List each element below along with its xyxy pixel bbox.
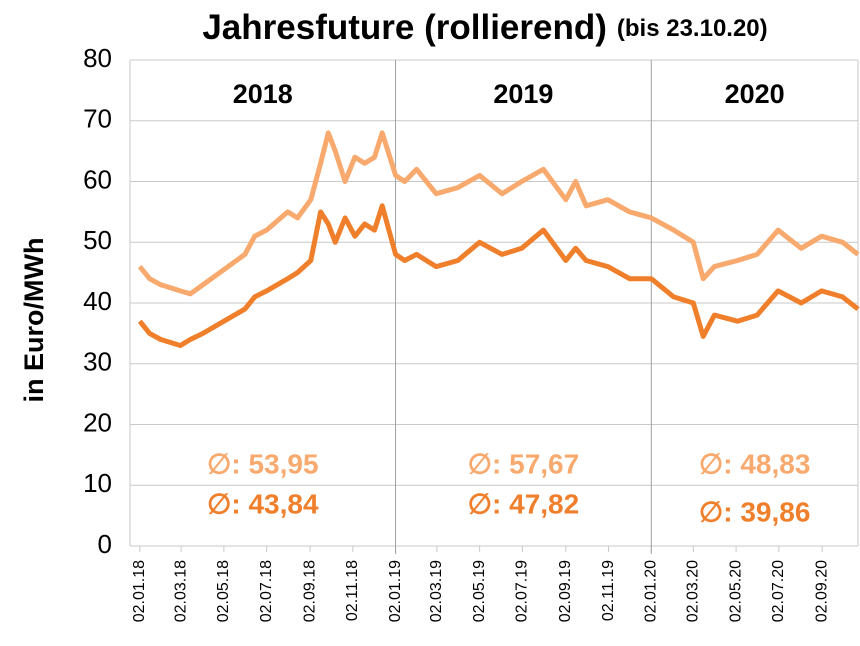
x-tick-label: 02.09.20 bbox=[813, 560, 830, 622]
period-average: ∅: 47,82 bbox=[468, 488, 580, 519]
period-average: ∅: 39,86 bbox=[699, 496, 811, 527]
y-tick-label: 10 bbox=[83, 468, 112, 498]
x-tick-label: 02.09.19 bbox=[557, 560, 574, 622]
chart-subtitle: (bis 23.10.20) bbox=[617, 15, 768, 42]
y-tick-label: 80 bbox=[83, 43, 112, 73]
series-line bbox=[137, 203, 860, 348]
y-tick-label: 50 bbox=[83, 225, 112, 255]
x-tick-label: 02.01.19 bbox=[387, 560, 404, 622]
period-label: 2019 bbox=[493, 79, 553, 109]
y-tick-label: 70 bbox=[83, 104, 112, 134]
y-tick-label: 60 bbox=[83, 164, 112, 194]
period-label: 2018 bbox=[233, 79, 293, 109]
x-tick-label: 02.05.18 bbox=[215, 560, 232, 622]
chart-title: Jahresfuture (rollierend) bbox=[202, 8, 607, 47]
x-tick-label: 02.03.20 bbox=[685, 560, 702, 622]
chart-title-group: Jahresfuture (rollierend) (bis 23.10.20) bbox=[202, 8, 767, 47]
y-axis-label: in Euro/MWh bbox=[19, 238, 49, 403]
period-average: ∅: 43,84 bbox=[207, 488, 319, 519]
period-label: 2020 bbox=[725, 79, 785, 109]
x-tick-label: 02.03.19 bbox=[428, 560, 445, 622]
y-tick-label: 40 bbox=[83, 286, 112, 316]
x-tick-label: 02.11.19 bbox=[600, 560, 617, 621]
x-tick-label: 02.05.19 bbox=[471, 560, 488, 622]
x-tick-label: 02.11.18 bbox=[344, 560, 361, 621]
x-tick-label: 02.09.18 bbox=[301, 560, 318, 622]
y-tick-label: 20 bbox=[83, 407, 112, 437]
period-average: ∅: 53,95 bbox=[207, 448, 319, 479]
x-tick-label: 02.01.20 bbox=[643, 560, 660, 622]
x-tick-label: 02.05.20 bbox=[727, 560, 744, 622]
y-tick-label: 0 bbox=[98, 529, 112, 559]
series-line bbox=[137, 130, 860, 297]
x-tick-label: 02.07.20 bbox=[770, 560, 787, 622]
x-tick-label: 02.07.18 bbox=[258, 560, 275, 622]
x-tick-label: 02.03.18 bbox=[172, 560, 189, 622]
x-tick-label: 02.01.18 bbox=[131, 560, 148, 622]
period-average: ∅: 48,83 bbox=[699, 448, 811, 479]
period-average: ∅: 57,67 bbox=[468, 448, 580, 479]
x-tick-label: 02.07.19 bbox=[514, 560, 531, 622]
y-tick-label: 30 bbox=[83, 347, 112, 377]
